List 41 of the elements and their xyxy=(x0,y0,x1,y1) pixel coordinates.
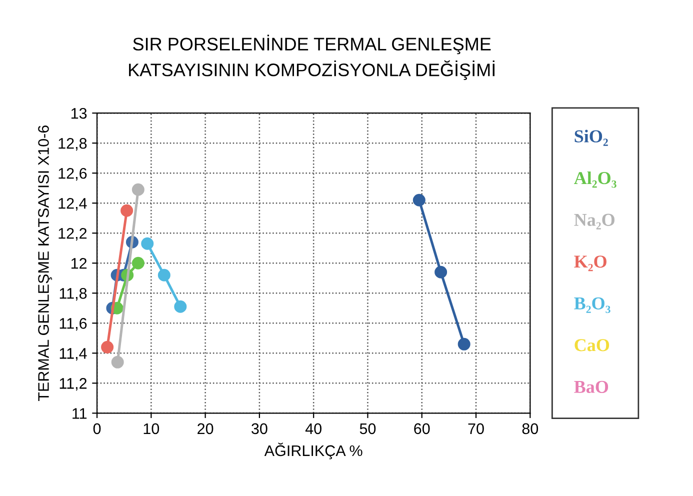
x-tick-label: 50 xyxy=(360,423,376,434)
point xyxy=(132,256,144,270)
x-tick-label: 0 xyxy=(93,423,101,434)
point xyxy=(434,266,448,278)
x-tick-label: 60 xyxy=(414,423,430,434)
y-tick-label: 12,2 xyxy=(58,228,87,241)
point xyxy=(412,194,426,206)
x-tick-label: 70 xyxy=(468,423,484,434)
x-tick-label: 10 xyxy=(144,423,160,434)
y-tick-label: 11 xyxy=(72,408,87,419)
point xyxy=(132,183,144,196)
y-tick-label: 11,4 xyxy=(60,348,87,361)
x-tick-label: 80 xyxy=(522,423,538,434)
point xyxy=(174,300,187,313)
chart-title: SIR PORSELENİNDE TERMAL GENLEŞME KATSAYISININ KOMPOZİSYONLA DEĞİŞİMİ xyxy=(129,34,494,80)
text: K₂O xyxy=(574,256,606,272)
y-tick-label: 12 xyxy=(71,258,87,269)
point xyxy=(158,268,170,282)
y-tick-label: 13 xyxy=(71,108,87,119)
y-tick-label: 11,6 xyxy=(60,318,87,331)
x-tick-label: 40 xyxy=(305,423,322,434)
y-tick-label: 11,8 xyxy=(60,288,87,301)
y-axis-title: TERMAL GENLEŞME KATSAYISI X10-6 xyxy=(38,126,52,402)
y-tick-label: 11,2 xyxy=(60,378,87,391)
point xyxy=(458,338,470,350)
y-tick-label: 12,8 xyxy=(58,138,87,151)
x-tick-label: 30 xyxy=(252,423,268,434)
point xyxy=(101,340,114,354)
point xyxy=(120,204,134,217)
text: Na₂O xyxy=(574,214,614,230)
legend-label: CaO xyxy=(574,339,610,352)
text: B₂O₃ xyxy=(574,297,610,314)
point xyxy=(141,237,154,250)
y-tick-label: 12,6 xyxy=(58,168,87,181)
point xyxy=(111,356,124,368)
x-axis-title: AĞIRLIKÇA % xyxy=(264,442,362,460)
text: SiO₂ xyxy=(574,130,608,146)
legend-label: BaO xyxy=(574,380,608,393)
x-tick-label: 20 xyxy=(198,423,214,434)
y-tick-label: 12,4 xyxy=(58,198,87,211)
text: Al₂O₃ xyxy=(574,171,616,188)
